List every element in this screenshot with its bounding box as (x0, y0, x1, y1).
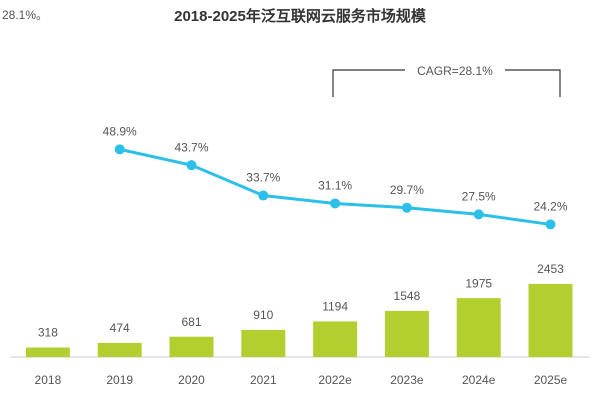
note: 28.1%。 (2, 8, 48, 22)
bar (241, 329, 286, 357)
line-value-label: 24.2% (533, 200, 567, 214)
line-point (401, 202, 412, 213)
bar (169, 336, 214, 357)
x-tick-label: 2024e (462, 373, 496, 387)
bar (528, 283, 573, 357)
line-point (258, 190, 269, 201)
bar-value-label: 318 (38, 326, 58, 340)
line-value-label: 43.7% (174, 140, 208, 154)
line-point (545, 219, 556, 230)
bar (97, 342, 142, 357)
line-point (473, 209, 484, 220)
line-point (330, 198, 341, 209)
chart-title: 2018-2025年泛互联网云服务市场规模 (174, 7, 427, 25)
line-point (114, 144, 125, 155)
bar-value-label: 910 (253, 308, 273, 322)
x-tick-label: 2023e (390, 373, 424, 387)
bar-value-label: 681 (181, 315, 201, 329)
x-tick-label: 2022e (318, 373, 352, 387)
bar-value-label: 1194 (322, 300, 348, 314)
bar (456, 298, 501, 357)
cagr-bracket (332, 69, 561, 97)
bar-value-label: 474 (110, 321, 130, 335)
bar (25, 347, 70, 357)
line-value-label: 33.7% (246, 171, 280, 185)
line-value-label: 48.9% (103, 125, 137, 139)
line-value-label: 29.7% (390, 183, 424, 197)
x-tick-label: 2018 (35, 373, 62, 387)
x-tick-label: 2019 (106, 373, 133, 387)
x-tick-label: 2020 (178, 373, 205, 387)
bar (313, 321, 358, 357)
bar-value-label: 1548 (394, 289, 421, 303)
line-point (186, 160, 197, 171)
line-value-label: 31.1% (318, 179, 352, 193)
x-tick-label: 2021 (250, 373, 277, 387)
cagr-label: CAGR=28.1% (417, 64, 493, 78)
bar-value-label: 1975 (465, 276, 492, 290)
bar (384, 310, 429, 357)
line-value-label: 27.5% (462, 190, 496, 204)
x-tick-label: 2025e (534, 373, 568, 387)
bar-value-label: 2453 (537, 262, 564, 276)
